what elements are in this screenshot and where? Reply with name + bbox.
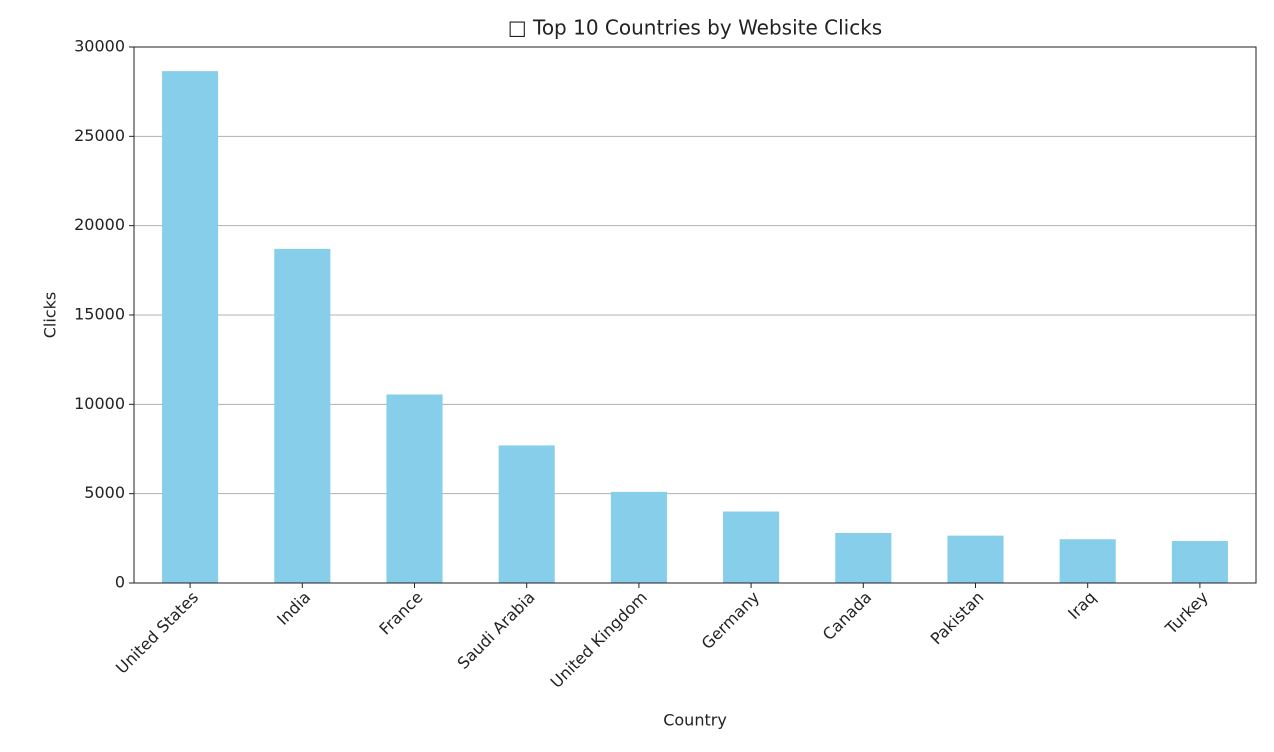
chart-title: □ Top 10 Countries by Website Clicks <box>508 16 882 40</box>
bar <box>162 71 219 584</box>
x-tick-label: Pakistan <box>927 588 988 649</box>
x-tick-label: United Kingdom <box>547 588 651 692</box>
bar <box>723 511 780 583</box>
y-tick-label: 5000 <box>84 483 125 502</box>
y-tick-label: 20000 <box>74 215 125 234</box>
x-tick-label: France <box>375 588 426 639</box>
bar <box>1171 541 1228 583</box>
bar <box>947 535 1004 583</box>
y-axis-label: Clicks <box>41 292 60 338</box>
x-axis-label: Country <box>663 711 727 730</box>
y-tick-label: 10000 <box>74 394 125 413</box>
x-tick-label: United States <box>112 588 202 678</box>
bar <box>386 394 443 583</box>
x-tick-label: Saudi Arabia <box>453 588 538 673</box>
x-tick-label: Germany <box>698 588 763 653</box>
bar <box>274 248 331 584</box>
y-tick-label: 0 <box>115 573 125 592</box>
bar <box>835 532 892 583</box>
x-tick-label: Turkey <box>1161 588 1212 639</box>
y-tick-label: 25000 <box>74 126 125 145</box>
plot-frame <box>133 46 1257 584</box>
bar <box>1059 539 1116 583</box>
bar <box>610 491 667 583</box>
x-tick-label: Canada <box>819 588 875 644</box>
y-tick-label: 15000 <box>74 305 125 324</box>
x-tick-label: Iraq <box>1064 588 1100 624</box>
x-tick-label: India <box>273 588 314 629</box>
y-tick-label: 30000 <box>74 37 125 56</box>
bar <box>498 445 555 583</box>
